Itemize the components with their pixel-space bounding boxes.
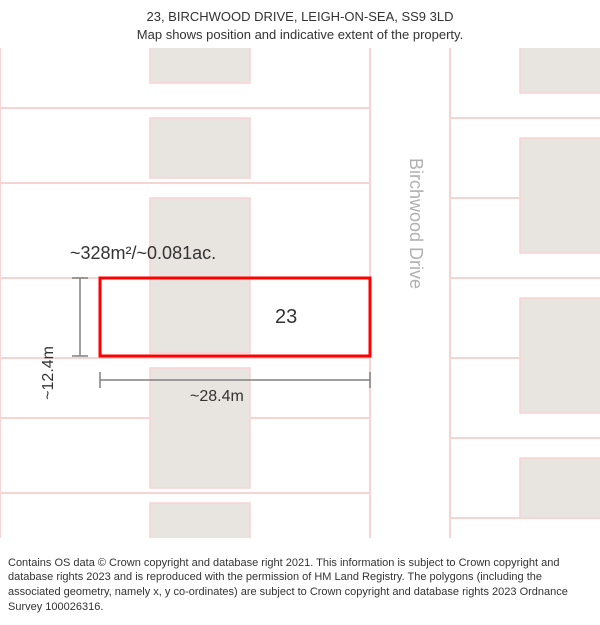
width-dimension-label: ~28.4m [190, 388, 244, 406]
footer-copyright: Contains OS data © Crown copyright and d… [0, 550, 600, 625]
property-number: 23 [275, 306, 297, 329]
road-name-label: Birchwood Drive [405, 158, 426, 289]
address-title: 23, BIRCHWOOD DRIVE, LEIGH-ON-SEA, SS9 3… [10, 8, 590, 26]
area-label: ~328m²/~0.081ac. [70, 243, 216, 264]
map-svg [0, 48, 600, 538]
map-canvas: ~328m²/~0.081ac. 23 ~12.4m ~28.4m Birchw… [0, 48, 600, 538]
depth-dimension-label: ~12.4m [40, 346, 58, 400]
subtitle: Map shows position and indicative extent… [10, 26, 590, 44]
header: 23, BIRCHWOOD DRIVE, LEIGH-ON-SEA, SS9 3… [0, 0, 600, 48]
